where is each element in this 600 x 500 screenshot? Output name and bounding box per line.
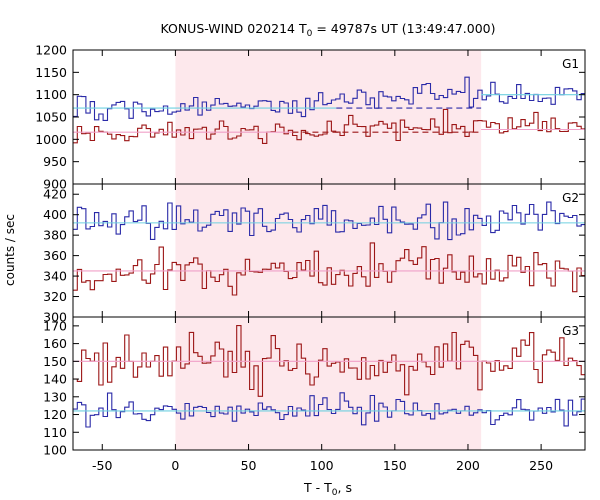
panel-data-g3	[73, 325, 585, 428]
y-tick-label: 130	[43, 389, 67, 404]
series-g2-0	[73, 201, 585, 241]
x-tick-label: 0	[171, 458, 179, 473]
y-tick-label: 170	[43, 318, 67, 333]
series-g3-1	[73, 392, 585, 428]
x-tick-label: 50	[241, 458, 257, 473]
series-g1-1	[73, 108, 585, 144]
y-tick-label: 420	[43, 187, 67, 202]
chart-title: KONUS-WIND 020214 T0 = 49787s UT (13:49:…	[160, 21, 495, 39]
y-tick-label: 1150	[35, 65, 67, 80]
series-g3-0	[73, 325, 585, 397]
x-tick-label: 250	[529, 458, 553, 473]
y-tick-label: 950	[43, 154, 67, 169]
x-tick-label: 100	[310, 458, 334, 473]
x-axis-label: T - T0, s	[303, 480, 352, 498]
panel-frame-g3	[72, 316, 586, 451]
y-tick-label: 1200	[35, 43, 67, 58]
panel-g3: 100 110 120 130 140 150 160 170 G3	[43, 316, 586, 458]
series-g1-0	[73, 76, 585, 121]
y-tick-label: 1000	[35, 132, 67, 147]
panel-label-g3: G3	[562, 324, 579, 338]
y-tick-label: 340	[43, 269, 67, 284]
y-tick-label: 400	[43, 207, 67, 222]
panel-g2: 300 320 340 360 380 400 420 G2	[43, 183, 586, 325]
y-tick-label: 360	[43, 248, 67, 263]
panel-label-g2: G2	[562, 191, 579, 205]
plot-panels: 90095010001050110011501200G1300320340360…	[35, 43, 586, 473]
series-g2-1	[73, 242, 585, 296]
y-tick-label: 150	[43, 354, 67, 369]
panel-label-g1: G1	[562, 57, 579, 71]
x-tick-label: 200	[456, 458, 480, 473]
y-tick-label: 900	[43, 177, 67, 192]
panel-data-g2	[73, 201, 585, 296]
y-tick-label: 140	[43, 372, 67, 387]
y-tick-label: 100	[43, 443, 67, 458]
y-axis-label: counts / sec	[3, 214, 17, 286]
y-tick-label: 1050	[35, 110, 67, 125]
burst-interval-shading	[175, 50, 482, 450]
x-tick-label: -50	[92, 458, 112, 473]
y-tick-label: 300	[43, 310, 67, 325]
y-tick-label: 160	[43, 336, 67, 351]
y-tick-label: 320	[43, 289, 67, 304]
y-tick-label: 120	[43, 407, 67, 422]
panel-data-g1	[73, 76, 585, 144]
x-tick-label: 150	[383, 458, 407, 473]
y-tick-label: 110	[43, 425, 67, 440]
y-tick-label: 380	[43, 228, 67, 243]
y-tick-label: 1100	[35, 87, 67, 102]
